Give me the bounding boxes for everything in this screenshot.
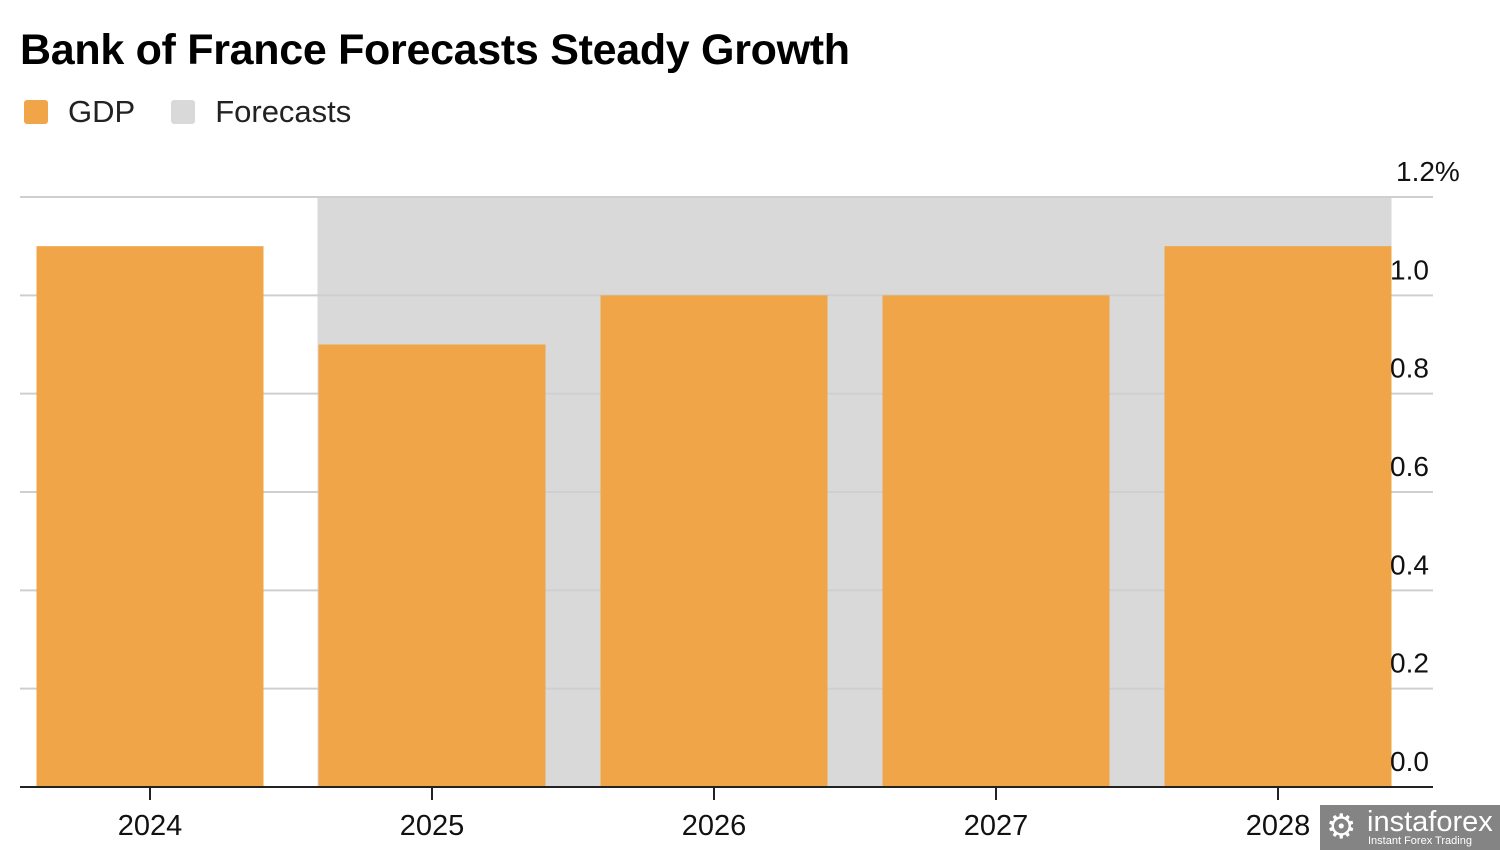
legend-item-gdp: GDP	[24, 94, 135, 130]
legend-swatch-forecasts	[171, 100, 196, 124]
gear-logo-icon: ⚙	[1326, 808, 1357, 846]
x-tick-label: 2027	[964, 810, 1029, 842]
chart-title: Bank of France Forecasts Steady Growth	[20, 26, 850, 74]
x-tick-label: 2024	[118, 810, 183, 842]
watermark: ⚙ instaforex Instant Forex Trading	[1320, 805, 1500, 850]
legend-swatch-gdp	[24, 100, 48, 124]
x-tick-label: 2025	[400, 810, 465, 842]
x-tick-label: 2028	[1246, 810, 1311, 842]
bar-2024	[36, 246, 264, 787]
bar-2028	[1164, 246, 1392, 787]
legend-item-forecasts: Forecasts	[171, 94, 351, 130]
y-tick-label: 0.0	[1390, 746, 1429, 777]
y-tick-label: 0.4	[1390, 549, 1429, 580]
bar-2027	[882, 295, 1110, 787]
y-tick-label: 0.8	[1390, 353, 1429, 384]
y-tick-label: 0.2	[1390, 648, 1429, 679]
legend: GDP Forecasts	[24, 94, 387, 130]
x-tick-label: 2026	[682, 810, 747, 842]
bar-2025	[318, 344, 546, 787]
y-tick-label: 1.0	[1390, 254, 1429, 285]
legend-label-gdp: GDP	[68, 94, 136, 129]
watermark-name: instaforex	[1367, 806, 1493, 838]
y-tick-label: 1.2%	[1396, 156, 1460, 187]
bar-2026	[600, 295, 828, 787]
watermark-tagline: Instant Forex Trading	[1368, 835, 1472, 847]
y-tick-label: 0.6	[1390, 451, 1429, 482]
legend-label-forecasts: Forecasts	[215, 94, 352, 129]
